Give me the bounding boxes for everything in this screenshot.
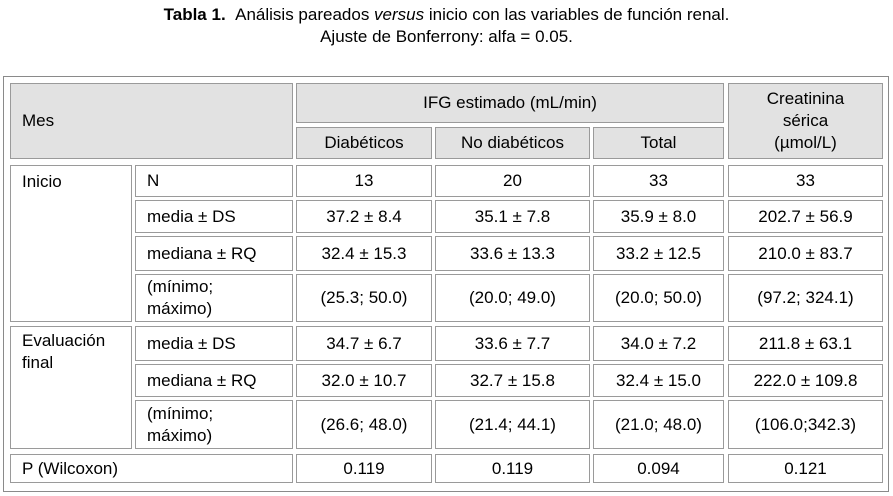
row-group-final: Evaluación final <box>10 326 132 449</box>
cell-p-no-diabeticos: 0.119 <box>435 454 590 483</box>
cell-inicio-media-diabeticos: 37.2 ± 8.4 <box>296 200 432 233</box>
cell-inicio-mediana-diabeticos: 32.4 ± 15.3 <box>296 236 432 271</box>
row-label-final-mediana: mediana ± RQ <box>135 364 293 397</box>
cell-final-rango-total: (21.0; 48.0) <box>593 400 724 449</box>
row-label-n: N <box>135 165 293 197</box>
title-line-2: Ajuste de Bonferrony: alfa = 0.05. <box>320 27 573 46</box>
row-label-rango: (mínimo; máximo) <box>135 274 293 322</box>
cell-final-media-total: 34.0 ± 7.2 <box>593 326 724 361</box>
cell-inicio-media-total: 35.9 ± 8.0 <box>593 200 724 233</box>
table-title: Tabla 1. Análisis pareados versus inicio… <box>0 4 893 48</box>
row-label-p: P (Wilcoxon) <box>10 454 293 483</box>
cell-final-media-no-diabeticos: 33.6 ± 7.7 <box>435 326 590 361</box>
title-text-end: inicio con las variables de función rena… <box>424 5 730 24</box>
title-label: Tabla 1. <box>163 5 226 24</box>
cell-p-total: 0.094 <box>593 454 724 483</box>
cell-final-rango-no-diabeticos: (21.4; 44.1) <box>435 400 590 449</box>
cell-inicio-mediana-total: 33.2 ± 12.5 <box>593 236 724 271</box>
title-text-start: Análisis pareados <box>235 5 375 24</box>
cell-final-mediana-diabeticos: 32.0 ± 10.7 <box>296 364 432 397</box>
row-group-inicio: Inicio <box>10 165 132 322</box>
header-no-diabeticos: No diabéticos <box>435 127 590 159</box>
header-creatinina-line-3: (µmol/L) <box>774 133 837 152</box>
row-label-final-rango-line-1: (mínimo; <box>147 403 214 423</box>
cell-final-rango-diabeticos: (26.6; 48.0) <box>296 400 432 449</box>
row-label-mediana: mediana ± RQ <box>135 236 293 271</box>
cell-p-diabeticos: 0.119 <box>296 454 432 483</box>
cell-final-media-creatinina: 211.8 ± 63.1 <box>728 326 883 361</box>
data-table: Mes IFG estimado (mL/min) Diabéticos No … <box>3 76 889 492</box>
cell-final-mediana-total: 32.4 ± 15.0 <box>593 364 724 397</box>
cell-inicio-rango-total: (20.0; 50.0) <box>593 274 724 322</box>
row-label-final-rango: (mínimo; máximo) <box>135 400 293 449</box>
header-ifg: IFG estimado (mL/min) <box>296 83 724 123</box>
row-label-media: media ± DS <box>135 200 293 233</box>
header-mes: Mes <box>10 83 293 159</box>
header-creatinina: Creatinina sérica (µmol/L) <box>728 83 883 159</box>
title-line-1: Tabla 1. Análisis pareados versus inicio… <box>0 4 893 26</box>
cell-inicio-rango-creatinina: (97.2; 324.1) <box>728 274 883 322</box>
cell-final-media-diabeticos: 34.7 ± 6.7 <box>296 326 432 361</box>
row-label-rango-line-2: máximo) <box>147 299 213 318</box>
cell-inicio-rango-no-diabeticos: (20.0; 49.0) <box>435 274 590 322</box>
cell-inicio-n-no-diabeticos: 20 <box>435 165 590 197</box>
row-group-final-line-1: Evaluación <box>22 331 106 350</box>
title-text-italic: versus <box>374 5 425 24</box>
cell-final-mediana-no-diabeticos: 32.7 ± 15.8 <box>435 364 590 397</box>
header-diabeticos: Diabéticos <box>296 127 432 159</box>
cell-inicio-n-total: 33 <box>593 165 724 197</box>
cell-inicio-mediana-no-diabeticos: 33.6 ± 13.3 <box>435 236 590 271</box>
cell-inicio-rango-diabeticos: (25.3; 50.0) <box>296 274 432 322</box>
header-creatinina-line-1: Creatinina <box>766 89 845 108</box>
cell-inicio-n-diabeticos: 13 <box>296 165 432 197</box>
row-label-final-media: media ± DS <box>135 326 293 361</box>
row-group-final-line-2: final <box>22 353 54 372</box>
cell-inicio-mediana-creatinina: 210.0 ± 83.7 <box>728 236 883 271</box>
cell-inicio-media-creatinina: 202.7 ± 56.9 <box>728 200 883 233</box>
cell-final-rango-creatinina: (106.0;342.3) <box>728 400 883 449</box>
row-label-final-rango-line-2: máximo) <box>147 425 213 445</box>
cell-inicio-n-creatinina: 33 <box>728 165 883 197</box>
cell-inicio-media-no-diabeticos: 35.1 ± 7.8 <box>435 200 590 233</box>
cell-final-mediana-creatinina: 222.0 ± 109.8 <box>728 364 883 397</box>
row-label-rango-line-1: (mínimo; <box>147 277 214 296</box>
header-total: Total <box>593 127 724 159</box>
header-creatinina-line-2: sérica <box>782 111 829 130</box>
cell-p-creatinina: 0.121 <box>728 454 883 483</box>
